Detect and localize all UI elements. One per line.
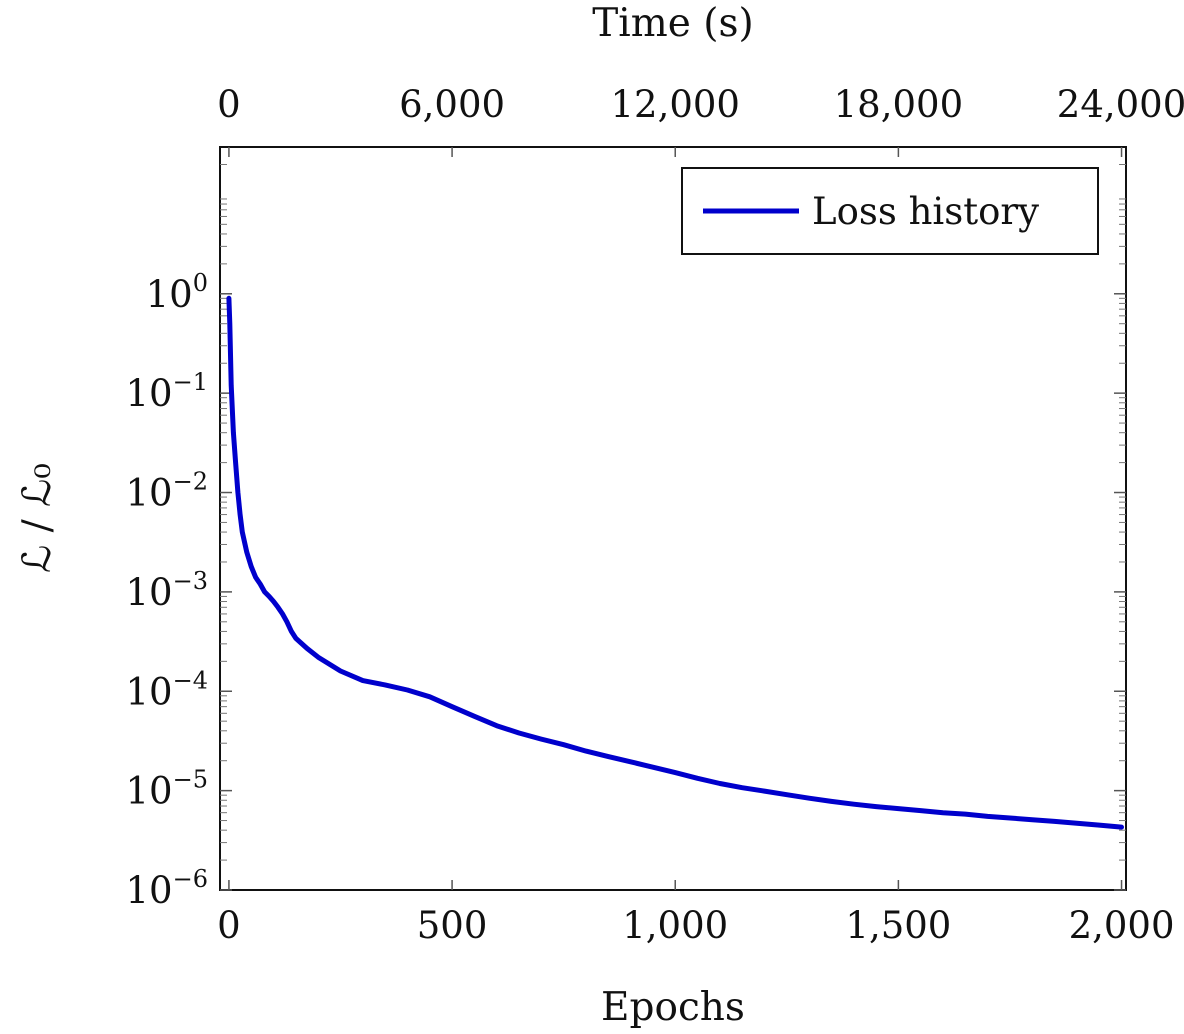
y-tick-label: 100 xyxy=(146,269,208,316)
major-tick-marks xyxy=(220,147,1126,891)
y-tick-label: 10−6 xyxy=(126,865,208,912)
x-tick-labels: 0 500 1,000 1,500 2,000 xyxy=(217,904,1174,947)
y-tick-label: 10−3 xyxy=(126,567,208,614)
y-tick-labels: 100 10−1 10−2 10−3 10−4 10−5 10−6 xyxy=(126,269,208,912)
x2-axis-title: Time (s) xyxy=(592,1,753,46)
x2-tick-label: 12,000 xyxy=(610,83,739,126)
y-axis-title: ℒ / ℒ₀ xyxy=(15,463,60,573)
x2-tick-label: 18,000 xyxy=(834,83,963,126)
legend-label: Loss history xyxy=(812,190,1039,233)
x2-tick-label: 0 xyxy=(217,83,241,126)
x-tick-label: 500 xyxy=(417,904,488,947)
minor-tick-marks xyxy=(220,163,1126,861)
x2-tick-label: 6,000 xyxy=(399,83,505,126)
series-layer xyxy=(226,295,1124,830)
x2-tick-label: 24,000 xyxy=(1057,83,1184,126)
y-tick-label: 10−4 xyxy=(126,666,208,713)
x-tick-label: 0 xyxy=(217,904,241,947)
y-tick-label: 10−5 xyxy=(126,766,208,813)
x-axis-title: Epochs xyxy=(601,985,745,1030)
x-tick-label: 1,000 xyxy=(622,904,728,947)
x-tick-label: 1,500 xyxy=(845,904,951,947)
y-tick-label: 10−1 xyxy=(126,368,208,415)
x-tick-label: 2,000 xyxy=(1069,904,1175,947)
y-tick-label: 10−2 xyxy=(126,468,208,515)
plot-area-frame xyxy=(219,146,1127,891)
x2-tick-labels: 0 6,000 12,000 18,000 24,000 xyxy=(217,83,1184,126)
series-line-loss-history xyxy=(226,295,1124,830)
legend: Loss history xyxy=(681,167,1099,255)
